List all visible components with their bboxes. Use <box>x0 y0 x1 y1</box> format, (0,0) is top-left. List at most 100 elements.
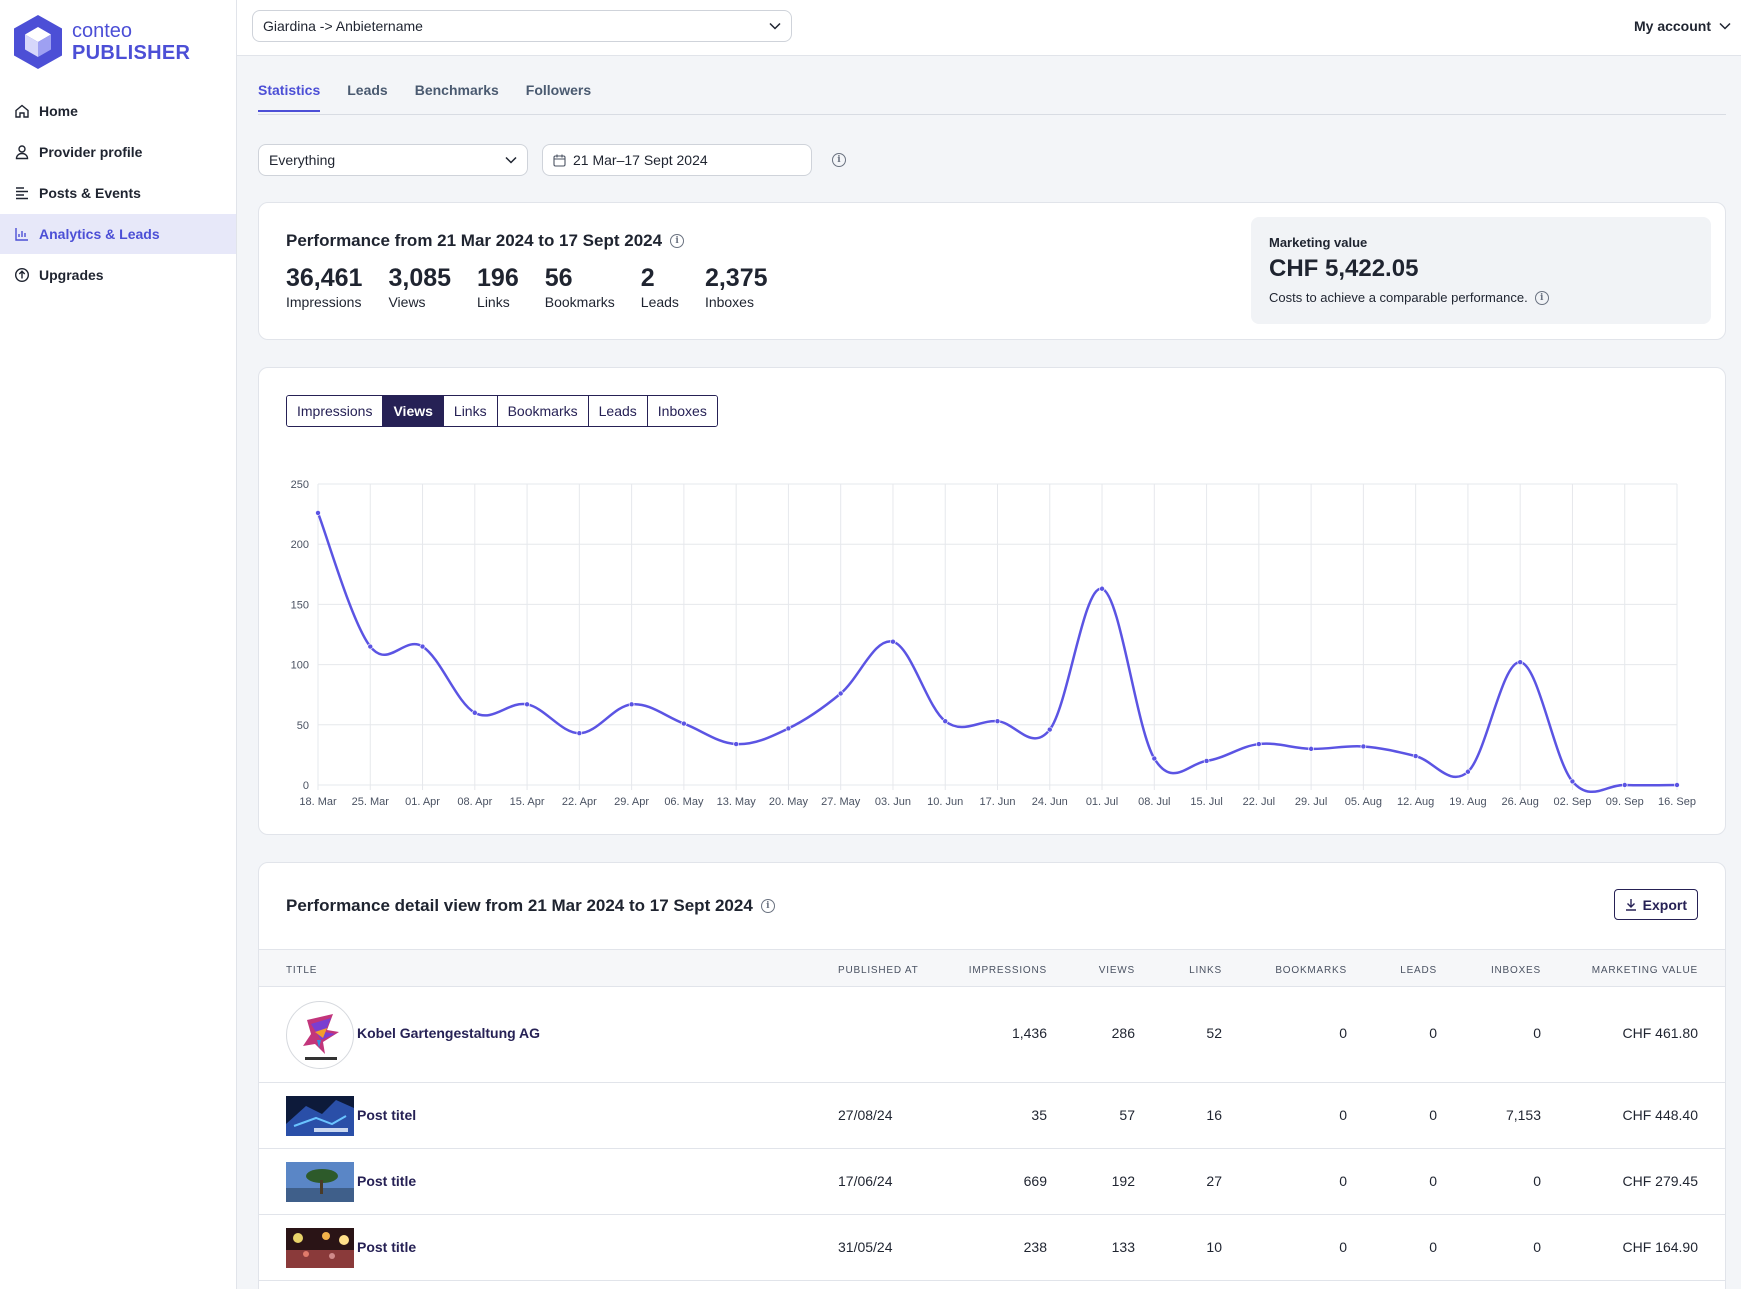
stat-label: Leads <box>640 294 679 310</box>
y-tick-label: 50 <box>297 720 309 732</box>
row-title[interactable]: Post title <box>357 1239 417 1255</box>
table-row[interactable]: Post title 31/05/24 238 133 10 0 0 0 CHF… <box>259 1215 1725 1281</box>
data-point <box>576 730 583 737</box>
row-title[interactable]: Kobel Gartengestaltung AG <box>357 1025 541 1041</box>
tab-followers[interactable]: Followers <box>525 82 592 98</box>
row-published-at: 27/08/24 <box>838 1107 893 1123</box>
x-tick-label: 29. Jul <box>1295 796 1327 808</box>
metric-tab-links[interactable]: Links <box>443 396 498 426</box>
provider-select[interactable]: Giardina -> Anbietername <box>252 10 792 42</box>
row-bookmarks: 0 <box>1339 1025 1347 1041</box>
metric-tab-leads[interactable]: Leads <box>588 396 648 426</box>
row-leads: 0 <box>1429 1173 1437 1189</box>
metric-tab-bookmarks[interactable]: Bookmarks <box>497 396 589 426</box>
account-menu[interactable]: My account <box>1634 18 1731 34</box>
sidebar-item-analytics-leads[interactable]: Analytics & Leads <box>0 214 236 254</box>
sidebar: conteo PUBLISHER Home Provider profile P… <box>0 0 237 1289</box>
row-published-at: 17/06/24 <box>838 1173 893 1189</box>
detail-table-card: Performance detail view from 21 Mar 2024… <box>258 862 1726 1289</box>
table-header: TITLE PUBLISHED AT IMPRESSIONS VIEWS LIN… <box>259 949 1725 987</box>
info-icon[interactable]: i <box>1534 290 1549 305</box>
x-tick-label: 18. Mar <box>299 796 337 808</box>
col-views[interactable]: VIEWS <box>1098 965 1135 976</box>
col-inboxes[interactable]: INBOXES <box>1490 965 1541 976</box>
tab-statistics[interactable]: Statistics <box>258 82 321 112</box>
row-views: 133 <box>1111 1239 1135 1255</box>
row-leads: 0 <box>1429 1239 1437 1255</box>
sidebar-item-label: Upgrades <box>39 267 104 283</box>
stat-value: 196 <box>477 264 519 292</box>
data-point <box>1151 755 1158 762</box>
sidebar-item-posts-events[interactable]: Posts & Events <box>0 173 236 213</box>
marketing-value-description: Costs to achieve a comparable performanc… <box>1269 290 1528 305</box>
col-published-at[interactable]: PUBLISHED AT <box>838 965 919 976</box>
stat-links: 196 Links <box>477 263 519 310</box>
col-impressions[interactable]: IMPRESSIONS <box>968 965 1047 976</box>
x-tick-label: 01. Jul <box>1086 796 1118 808</box>
x-tick-label: 08. Jul <box>1138 796 1170 808</box>
x-tick-label: 13. May <box>717 796 757 808</box>
col-marketing-value[interactable]: MARKETING VALUE <box>1591 965 1698 976</box>
views-line-chart: 0 50 100 150 200 250 18. Mar 25. Mar 01. Apr 08. … <box>291 479 1696 808</box>
x-tick-label: 08. Apr <box>457 796 492 808</box>
row-impressions: 1,436 <box>1011 1025 1047 1041</box>
info-icon[interactable]: i <box>832 153 846 167</box>
col-title[interactable]: TITLE <box>286 965 318 976</box>
sidebar-item-upgrades[interactable]: Upgrades <box>0 255 236 295</box>
date-range-picker[interactable]: 21 Mar–17 Sept 2024 <box>542 144 812 176</box>
brand-name-top: conteo <box>72 20 133 42</box>
stat-label: Inboxes <box>704 294 754 310</box>
date-range-value: 21 Mar–17 Sept 2024 <box>573 152 708 168</box>
row-marketing-value: CHF 448.40 <box>1622 1107 1698 1123</box>
sidebar-item-provider-profile[interactable]: Provider profile <box>0 132 236 172</box>
x-tick-label: 17. Jun <box>979 796 1015 808</box>
sidebar-item-home[interactable]: Home <box>0 91 236 131</box>
y-tick-label: 100 <box>291 660 309 672</box>
table-row[interactable]: Post title 17/06/24 669 192 27 0 0 0 CHF… <box>259 1149 1725 1215</box>
x-tick-label: 20. May <box>769 796 809 808</box>
post-thumbnail <box>286 1228 354 1268</box>
row-leads: 0 <box>1429 1025 1437 1041</box>
sidebar-nav: Home Provider profile Posts & Events Ana… <box>0 91 236 296</box>
row-title[interactable]: Post title <box>357 1173 417 1189</box>
metric-tab-inboxes[interactable]: Inboxes <box>647 396 717 426</box>
table-row[interactable]: Post titel 27/08/24 35 57 16 0 0 7,153 C… <box>259 1083 1725 1149</box>
stat-label: Impressions <box>286 294 362 310</box>
row-views: 192 <box>1111 1173 1135 1189</box>
x-tick-label: 03. Jun <box>875 796 911 808</box>
data-point <box>785 725 792 732</box>
metric-tab-impressions[interactable]: Impressions <box>287 396 384 426</box>
app-logo[interactable]: conteo PUBLISHER <box>14 15 190 69</box>
data-point <box>1412 753 1419 759</box>
stat-value: 2 <box>640 264 655 292</box>
row-bookmarks: 0 <box>1339 1239 1347 1255</box>
export-label: Export <box>1642 896 1687 913</box>
stat-bookmarks: 56 Bookmarks <box>545 263 615 310</box>
stat-inboxes: 2,375 Inboxes <box>705 263 768 310</box>
info-icon[interactable]: i <box>670 234 685 248</box>
performance-title: Performance from 21 Mar 2024 to 17 Sept … <box>286 231 663 250</box>
metric-tab-views[interactable]: Views <box>383 396 444 426</box>
calendar-icon <box>553 154 566 167</box>
row-impressions: 35 <box>1031 1107 1047 1123</box>
chevron-down-icon <box>505 156 517 164</box>
x-tick-label: 12. Aug <box>1397 796 1434 808</box>
col-bookmarks[interactable]: BOOKMARKS <box>1275 965 1347 976</box>
stat-value: 2,375 <box>704 264 768 292</box>
detail-title: Performance detail view from 21 Mar 2024… <box>286 896 753 915</box>
data-point <box>1569 778 1576 785</box>
content-type-select[interactable]: Everything <box>258 144 528 176</box>
tab-leads[interactable]: Leads <box>347 82 388 98</box>
tab-benchmarks[interactable]: Benchmarks <box>414 82 499 98</box>
table-row[interactable]: Kobel Gartengestaltung AG 1,436 286 52 0… <box>259 987 1725 1083</box>
row-leads: 0 <box>1429 1107 1437 1123</box>
col-links[interactable]: LINKS <box>1189 965 1222 976</box>
row-views: 57 <box>1119 1107 1135 1123</box>
info-icon[interactable]: i <box>760 899 775 913</box>
col-leads[interactable]: LEADS <box>1400 965 1437 976</box>
row-title[interactable]: Post titel <box>357 1107 417 1123</box>
stat-label: Bookmarks <box>544 294 615 310</box>
export-button[interactable]: Export <box>1613 889 1698 920</box>
data-point <box>1099 585 1105 592</box>
data-point <box>1308 746 1314 752</box>
